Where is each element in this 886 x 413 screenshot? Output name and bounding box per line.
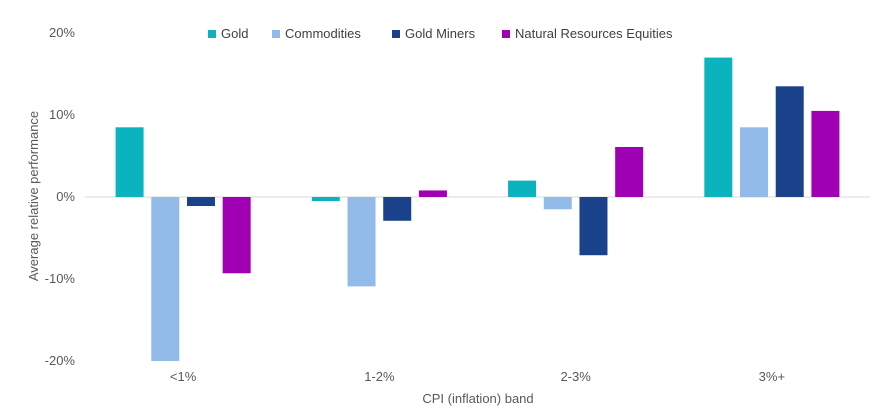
bar bbox=[186, 197, 215, 207]
bar bbox=[311, 197, 340, 202]
x-tick-label: 2-3% bbox=[560, 369, 591, 384]
bar bbox=[508, 180, 537, 197]
bar bbox=[740, 127, 769, 197]
legend-label: Gold bbox=[221, 26, 248, 41]
bar bbox=[579, 197, 608, 256]
legend-swatch bbox=[502, 30, 510, 38]
y-tick-label: -10% bbox=[45, 271, 76, 286]
bar bbox=[704, 57, 733, 197]
legend-label: Commodities bbox=[285, 26, 361, 41]
legend: Gold Commodities Gold Miners Natural Resour… bbox=[208, 26, 673, 41]
y-axis-ticks: -20% -10% 0% 10% 20% bbox=[45, 25, 76, 368]
bars bbox=[115, 57, 840, 361]
legend-label: Natural Resources Equities bbox=[515, 26, 673, 41]
bar bbox=[811, 110, 840, 197]
bar bbox=[543, 197, 572, 210]
x-axis-ticks: <1% 1-2% 2-3% 3%+ bbox=[170, 369, 785, 384]
legend-label: Gold Miners bbox=[405, 26, 476, 41]
x-axis-title: CPI (inflation) band bbox=[422, 391, 533, 406]
bar bbox=[151, 197, 180, 361]
legend-swatch bbox=[208, 30, 216, 38]
y-tick-label: 20% bbox=[49, 25, 75, 40]
y-tick-label: 10% bbox=[49, 107, 75, 122]
y-tick-label: -20% bbox=[45, 353, 76, 368]
bar bbox=[615, 146, 644, 197]
x-tick-label: 1-2% bbox=[364, 369, 395, 384]
legend-swatch bbox=[392, 30, 400, 38]
bar bbox=[775, 86, 804, 197]
y-axis-title: Average relative performance bbox=[26, 111, 41, 281]
bar bbox=[418, 190, 447, 197]
legend-swatch bbox=[272, 30, 280, 38]
y-tick-label: 0% bbox=[56, 189, 75, 204]
x-tick-label: 3%+ bbox=[759, 369, 785, 384]
x-tick-label: <1% bbox=[170, 369, 197, 384]
bar bbox=[115, 127, 144, 197]
bar bbox=[222, 197, 251, 274]
bar bbox=[347, 197, 376, 287]
bar bbox=[383, 197, 412, 221]
